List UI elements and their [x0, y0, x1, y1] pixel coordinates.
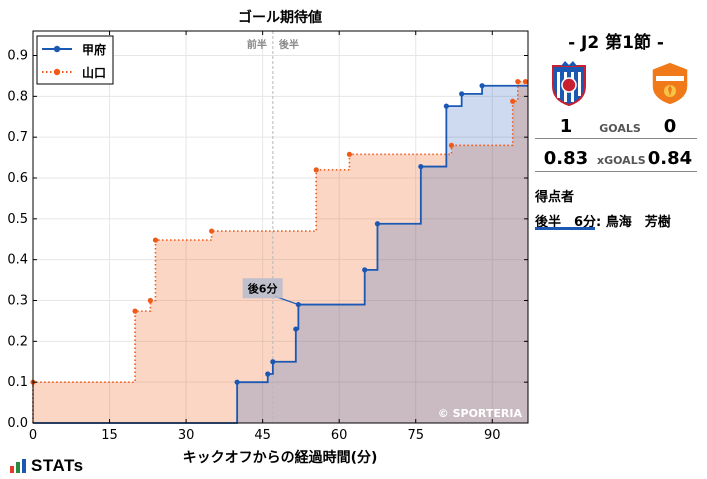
- home-xgoals: 0.83: [543, 148, 589, 169]
- data-point-kofu: [418, 163, 424, 170]
- x-tick-label: 30: [178, 428, 195, 443]
- stats-logo-text: STATs: [31, 456, 84, 475]
- scorer-team-underline: [535, 227, 595, 230]
- y-tick-label: 0.4: [7, 253, 28, 268]
- annotation-box: [242, 278, 283, 299]
- data-point-yamaguchi: [132, 308, 138, 314]
- plot-frame: [32, 30, 529, 424]
- data-point-kofu: [374, 221, 381, 227]
- data-point-yamaguchi: [448, 142, 455, 148]
- y-tick-label: 0.5: [7, 212, 28, 227]
- home-team-crest: [547, 60, 591, 107]
- annotation-label: 後6分: [248, 281, 278, 295]
- data-point-kofu: [265, 371, 271, 377]
- stats-logo-icon: [10, 459, 26, 473]
- y-tick-label: 0.6: [7, 171, 28, 186]
- data-point-yamaguchi: [346, 151, 352, 157]
- data-point-yamaguchi: [522, 79, 529, 85]
- data-point-yamaguchi: [147, 297, 153, 304]
- second-half-label: 後半: [279, 38, 299, 51]
- data-point-kofu: [362, 267, 368, 273]
- divider: [535, 171, 697, 172]
- data-point-kofu: [443, 103, 449, 109]
- away-goals: 0: [663, 116, 677, 137]
- data-point-kofu: [270, 359, 276, 365]
- data-point-yamaguchi: [152, 237, 159, 243]
- chart-title: ゴール期待値: [238, 9, 322, 26]
- data-point-yamaguchi: [515, 79, 521, 85]
- goals-label: GOALS: [599, 122, 641, 135]
- data-point-kofu: [293, 326, 299, 332]
- chart-legend: 甲府 山口: [36, 35, 114, 85]
- x-tick-label: 60: [331, 428, 348, 443]
- match-title: - J2 第1節 -: [568, 33, 664, 53]
- y-tick-label: 0.3: [7, 294, 28, 309]
- y-tick-label: 0.0: [7, 416, 28, 431]
- y-tick-label: 0.7: [7, 130, 28, 145]
- divider: [535, 138, 697, 139]
- data-point-yamaguchi: [313, 167, 319, 173]
- x-tick-label: 45: [254, 428, 271, 443]
- y-tick-label: 0.1: [7, 375, 28, 390]
- x-tick-label: 90: [484, 428, 501, 443]
- away-team-crest: [648, 60, 692, 106]
- area-kofu: [33, 85, 528, 423]
- stats-logo: STATs: [10, 456, 84, 476]
- y-tick-label: 0.2: [7, 334, 28, 349]
- legend-label-yamaguchi: 山口: [82, 65, 106, 80]
- y-tick-label: 0.9: [7, 49, 28, 64]
- area-yamaguchi: [33, 81, 528, 423]
- legend-label-kofu: 甲府: [82, 42, 106, 57]
- away-xgoals: 0.84: [647, 148, 693, 169]
- watermark: © SPORTERIA: [438, 407, 523, 420]
- x-tick-label: 0: [29, 428, 37, 443]
- scorer-entry: 後半 6分: 鳥海 芳樹: [535, 215, 671, 230]
- scorers-heading: 得点者: [535, 190, 575, 205]
- x-tick-label: 75: [407, 428, 424, 443]
- data-point-yamaguchi: [510, 98, 516, 104]
- y-tick-label: 0.8: [7, 89, 28, 104]
- x-axis-label: キックオフからの経過時間(分): [183, 449, 378, 466]
- xgoals-label: xGOALS: [597, 154, 646, 167]
- first-half-label: 前半: [247, 38, 267, 51]
- xgoals-row: 0.83 xGOALS 0.84: [535, 148, 697, 169]
- data-point-yamaguchi: [209, 228, 215, 234]
- goals-row: 1 GOALS 0: [535, 116, 697, 137]
- home-goals: 1: [559, 116, 573, 137]
- data-point-kofu: [479, 83, 485, 89]
- data-point-kofu: [459, 91, 465, 97]
- data-point-kofu: [234, 379, 240, 385]
- x-tick-label: 15: [101, 428, 118, 443]
